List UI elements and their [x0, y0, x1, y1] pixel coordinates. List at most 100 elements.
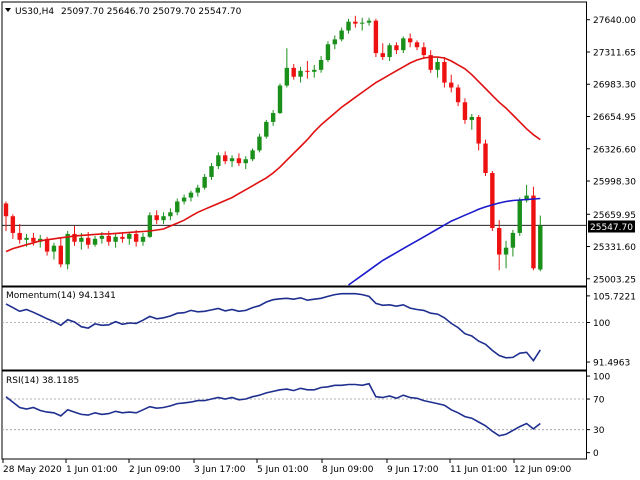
x-tick-label: 9 Jun 17:00	[387, 465, 439, 475]
candle-body	[524, 195, 529, 201]
candle-body	[181, 197, 187, 202]
candle-body	[414, 42, 420, 48]
y-tick-label: 27640.00	[593, 16, 636, 26]
candle-body	[147, 215, 153, 237]
rsi-line	[5, 382, 541, 437]
y-tick-label: 26326.60	[593, 145, 636, 155]
candle-body	[10, 216, 16, 233]
candle-body	[243, 159, 248, 164]
candle-body	[462, 102, 468, 120]
candle-body	[120, 236, 125, 239]
candle-body	[380, 53, 385, 58]
x-tick-label: 3 Jun 17:00	[194, 465, 246, 475]
x-tick-label: 12 Jun 09:00	[514, 465, 571, 475]
candle-body	[318, 60, 324, 70]
candle-body	[202, 176, 207, 188]
rsi-title: RSI(14) 38.1185	[6, 376, 79, 386]
candle-body	[510, 232, 516, 248]
y-tick-label: 26654.95	[593, 113, 636, 123]
candle-body	[360, 22, 365, 24]
ohlc-readout: 25097.70 25646.70 25079.70 25547.70	[61, 7, 242, 17]
candle-body	[31, 237, 36, 242]
rsi-panel	[2, 382, 586, 437]
candle-body	[257, 136, 262, 151]
axes: 27640.00 27311.65 26983.30 26654.95 26326.60…	[2, 16, 636, 475]
candle-body	[99, 235, 105, 239]
candle-body	[86, 237, 91, 245]
momentum-panel	[2, 292, 586, 362]
candle-body	[277, 85, 283, 114]
y-tick-label: 25003.25	[593, 275, 636, 285]
momentum-line	[5, 292, 541, 362]
candle-body	[476, 116, 481, 144]
y-tick-label: 100	[593, 319, 610, 329]
y-tick-label: 26983.30	[593, 81, 636, 91]
candle-body	[325, 44, 331, 61]
candle-body	[312, 69, 317, 72]
x-tick-label: 11 Jun 01:00	[450, 465, 507, 475]
x-tick-label: 28 May 2020	[3, 465, 62, 475]
candle-body	[216, 155, 221, 167]
candle-body	[188, 192, 194, 198]
candle-body	[305, 70, 310, 72]
y-tick-label: 105.7221	[593, 292, 636, 302]
candle-body	[387, 45, 392, 58]
candle-body	[538, 225, 543, 270]
candle-body	[442, 61, 447, 83]
candle-body	[264, 121, 269, 137]
y-tick-label: 0	[593, 449, 599, 459]
candle-body	[298, 70, 303, 77]
candle-body	[3, 203, 9, 217]
candle-body	[65, 233, 70, 265]
candle-body	[250, 150, 255, 160]
candle-body	[58, 245, 63, 265]
candle-body	[428, 55, 433, 70]
y-tick-label: 25331.60	[593, 243, 636, 253]
x-tick-label: 8 Jun 09:00	[322, 465, 374, 475]
candle-body	[407, 38, 413, 43]
candle-body	[154, 215, 159, 221]
symbol-dropdown-icon[interactable]	[5, 8, 11, 12]
candle-body	[291, 67, 296, 77]
price-panel-frame	[1, 1, 587, 287]
y-tick-label: 27311.65	[593, 48, 636, 58]
candle-body	[175, 201, 180, 213]
red-moving-average-line	[5, 56, 541, 253]
candle-body	[106, 235, 111, 242]
candle-body	[24, 237, 29, 240]
momentum-panel-frame	[1, 286, 587, 371]
candle-body	[394, 45, 399, 51]
candle-body	[421, 47, 427, 56]
price-panel	[2, 15, 586, 286]
y-tick-label: 70	[593, 396, 605, 406]
x-tick-label: 5 Jun 01:00	[257, 465, 309, 475]
candle-body	[140, 236, 146, 242]
candle-body	[51, 245, 57, 252]
y-tick-label: 30	[593, 426, 605, 436]
candle-body	[531, 195, 536, 269]
last-price-label: 25547.70	[590, 223, 633, 233]
candle-body	[79, 237, 84, 242]
symbol-label: US30,H4	[15, 7, 54, 17]
candle-body	[17, 232, 22, 240]
candle-body	[44, 238, 50, 252]
candle-body	[113, 236, 118, 242]
last-price-box	[588, 220, 635, 233]
candle-body	[497, 228, 502, 255]
candle-body	[483, 143, 488, 173]
x-tick-label: 2 Jun 09:00	[129, 465, 181, 475]
momentum-title: Momentum(14) 94.1341	[6, 291, 116, 301]
candle-body	[229, 158, 235, 162]
x-tick-label: 1 Jun 01:00	[66, 465, 118, 475]
candle-body	[92, 238, 98, 245]
candle-body	[346, 21, 351, 31]
candle-body	[168, 212, 173, 217]
candle-body	[517, 200, 522, 233]
candle-body	[133, 233, 139, 242]
candle-body	[373, 20, 379, 54]
candle-body	[455, 87, 461, 103]
y-tick-label: 100	[593, 373, 610, 383]
candle-body	[209, 166, 214, 177]
candle-body	[401, 38, 406, 51]
